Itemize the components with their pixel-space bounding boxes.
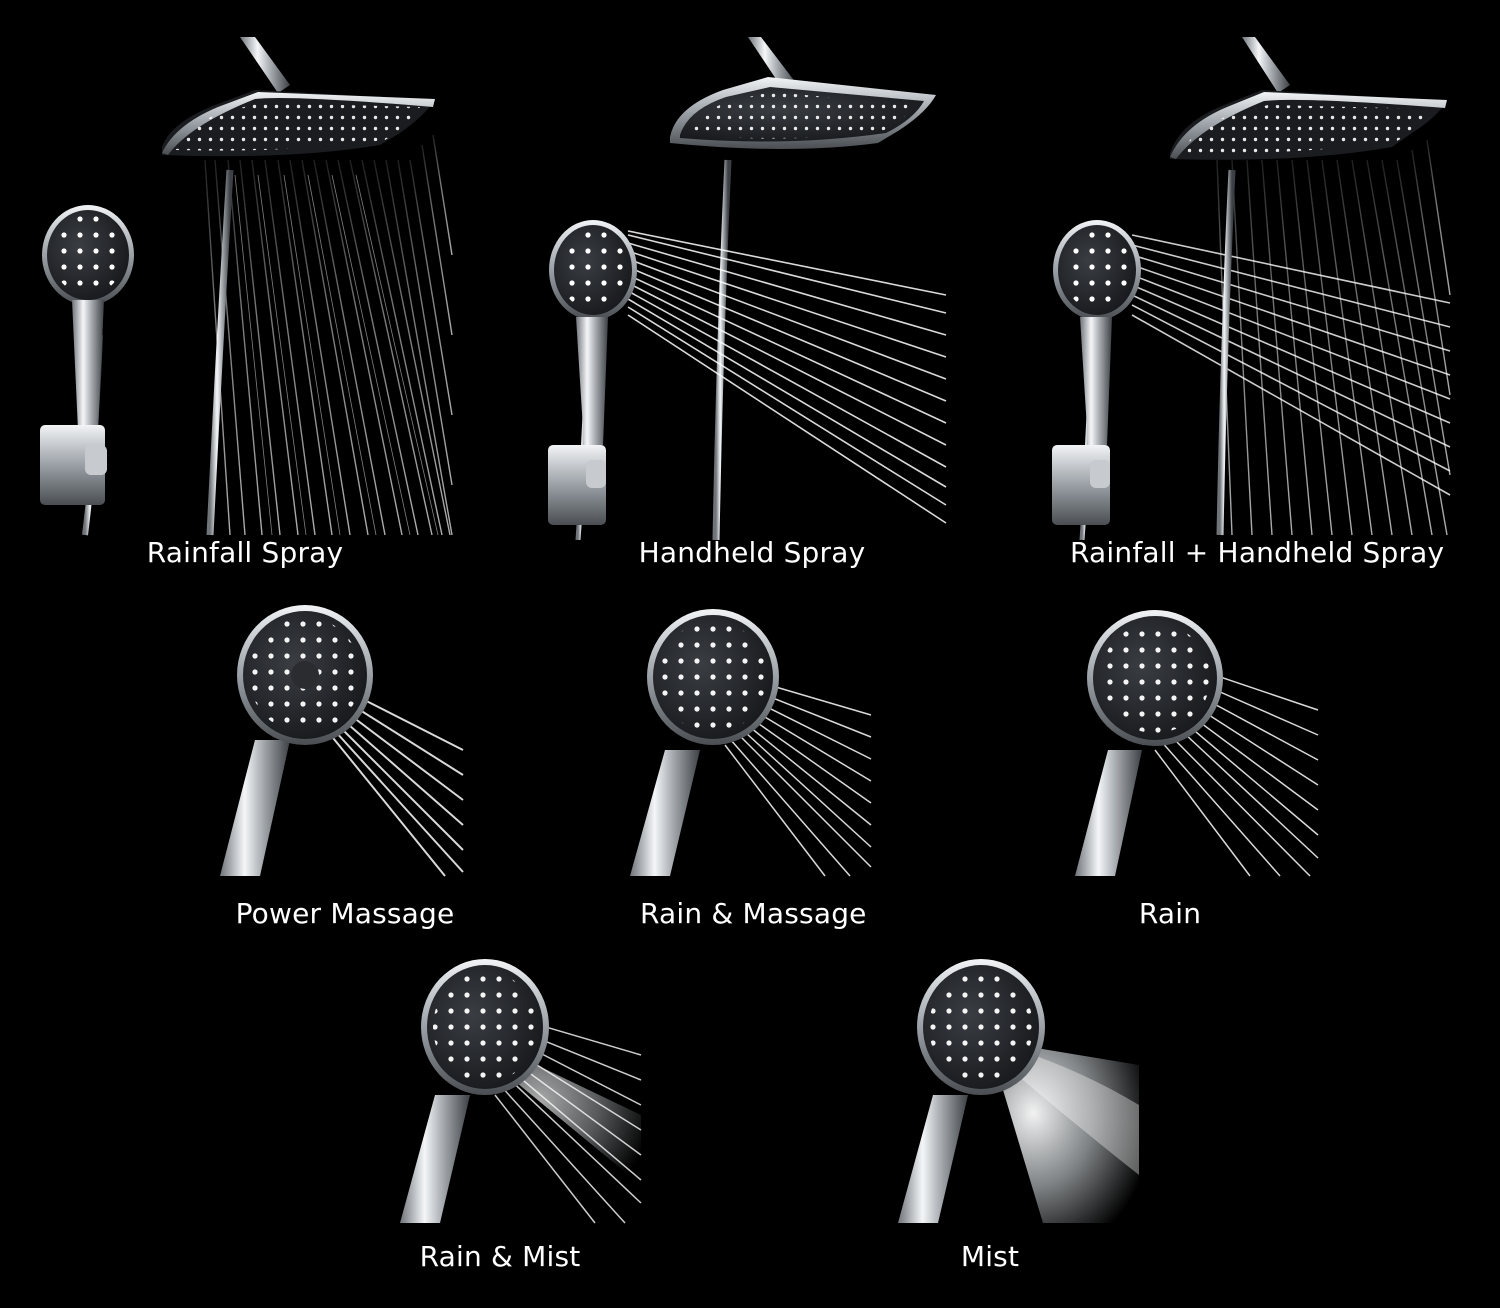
combo-illustration bbox=[1052, 37, 1451, 540]
panel-mist bbox=[893, 955, 1141, 1225]
panel-rain-mist bbox=[395, 955, 643, 1225]
label-combo-spray: Rainfall + Handheld Spray bbox=[1070, 536, 1445, 569]
panel-power-massage bbox=[215, 600, 465, 878]
power-massage-illustration bbox=[220, 605, 464, 877]
label-mist: Mist bbox=[960, 1240, 1020, 1273]
label-rain: Rain bbox=[1138, 897, 1202, 930]
label-rain-massage: Rain & Massage bbox=[640, 897, 867, 930]
label-rain-mist: Rain & Mist bbox=[419, 1240, 581, 1273]
rainfall-illustration bbox=[40, 37, 453, 536]
panel-combo bbox=[1052, 35, 1452, 540]
label-handheld-spray: Handheld Spray bbox=[638, 536, 866, 569]
rain-massage-illustration bbox=[630, 609, 872, 877]
panel-rainfall bbox=[40, 35, 455, 540]
panel-rain-massage bbox=[625, 605, 873, 878]
rain-mist-illustration bbox=[400, 959, 642, 1224]
label-power-massage: Power Massage bbox=[235, 897, 455, 930]
rain-illustration bbox=[1075, 610, 1319, 877]
panel-rain bbox=[1070, 610, 1320, 878]
panel-handheld bbox=[548, 35, 948, 540]
handheld-illustration bbox=[548, 37, 947, 540]
mist-illustration bbox=[898, 959, 1139, 1223]
label-rainfall-spray: Rainfall Spray bbox=[146, 536, 344, 569]
